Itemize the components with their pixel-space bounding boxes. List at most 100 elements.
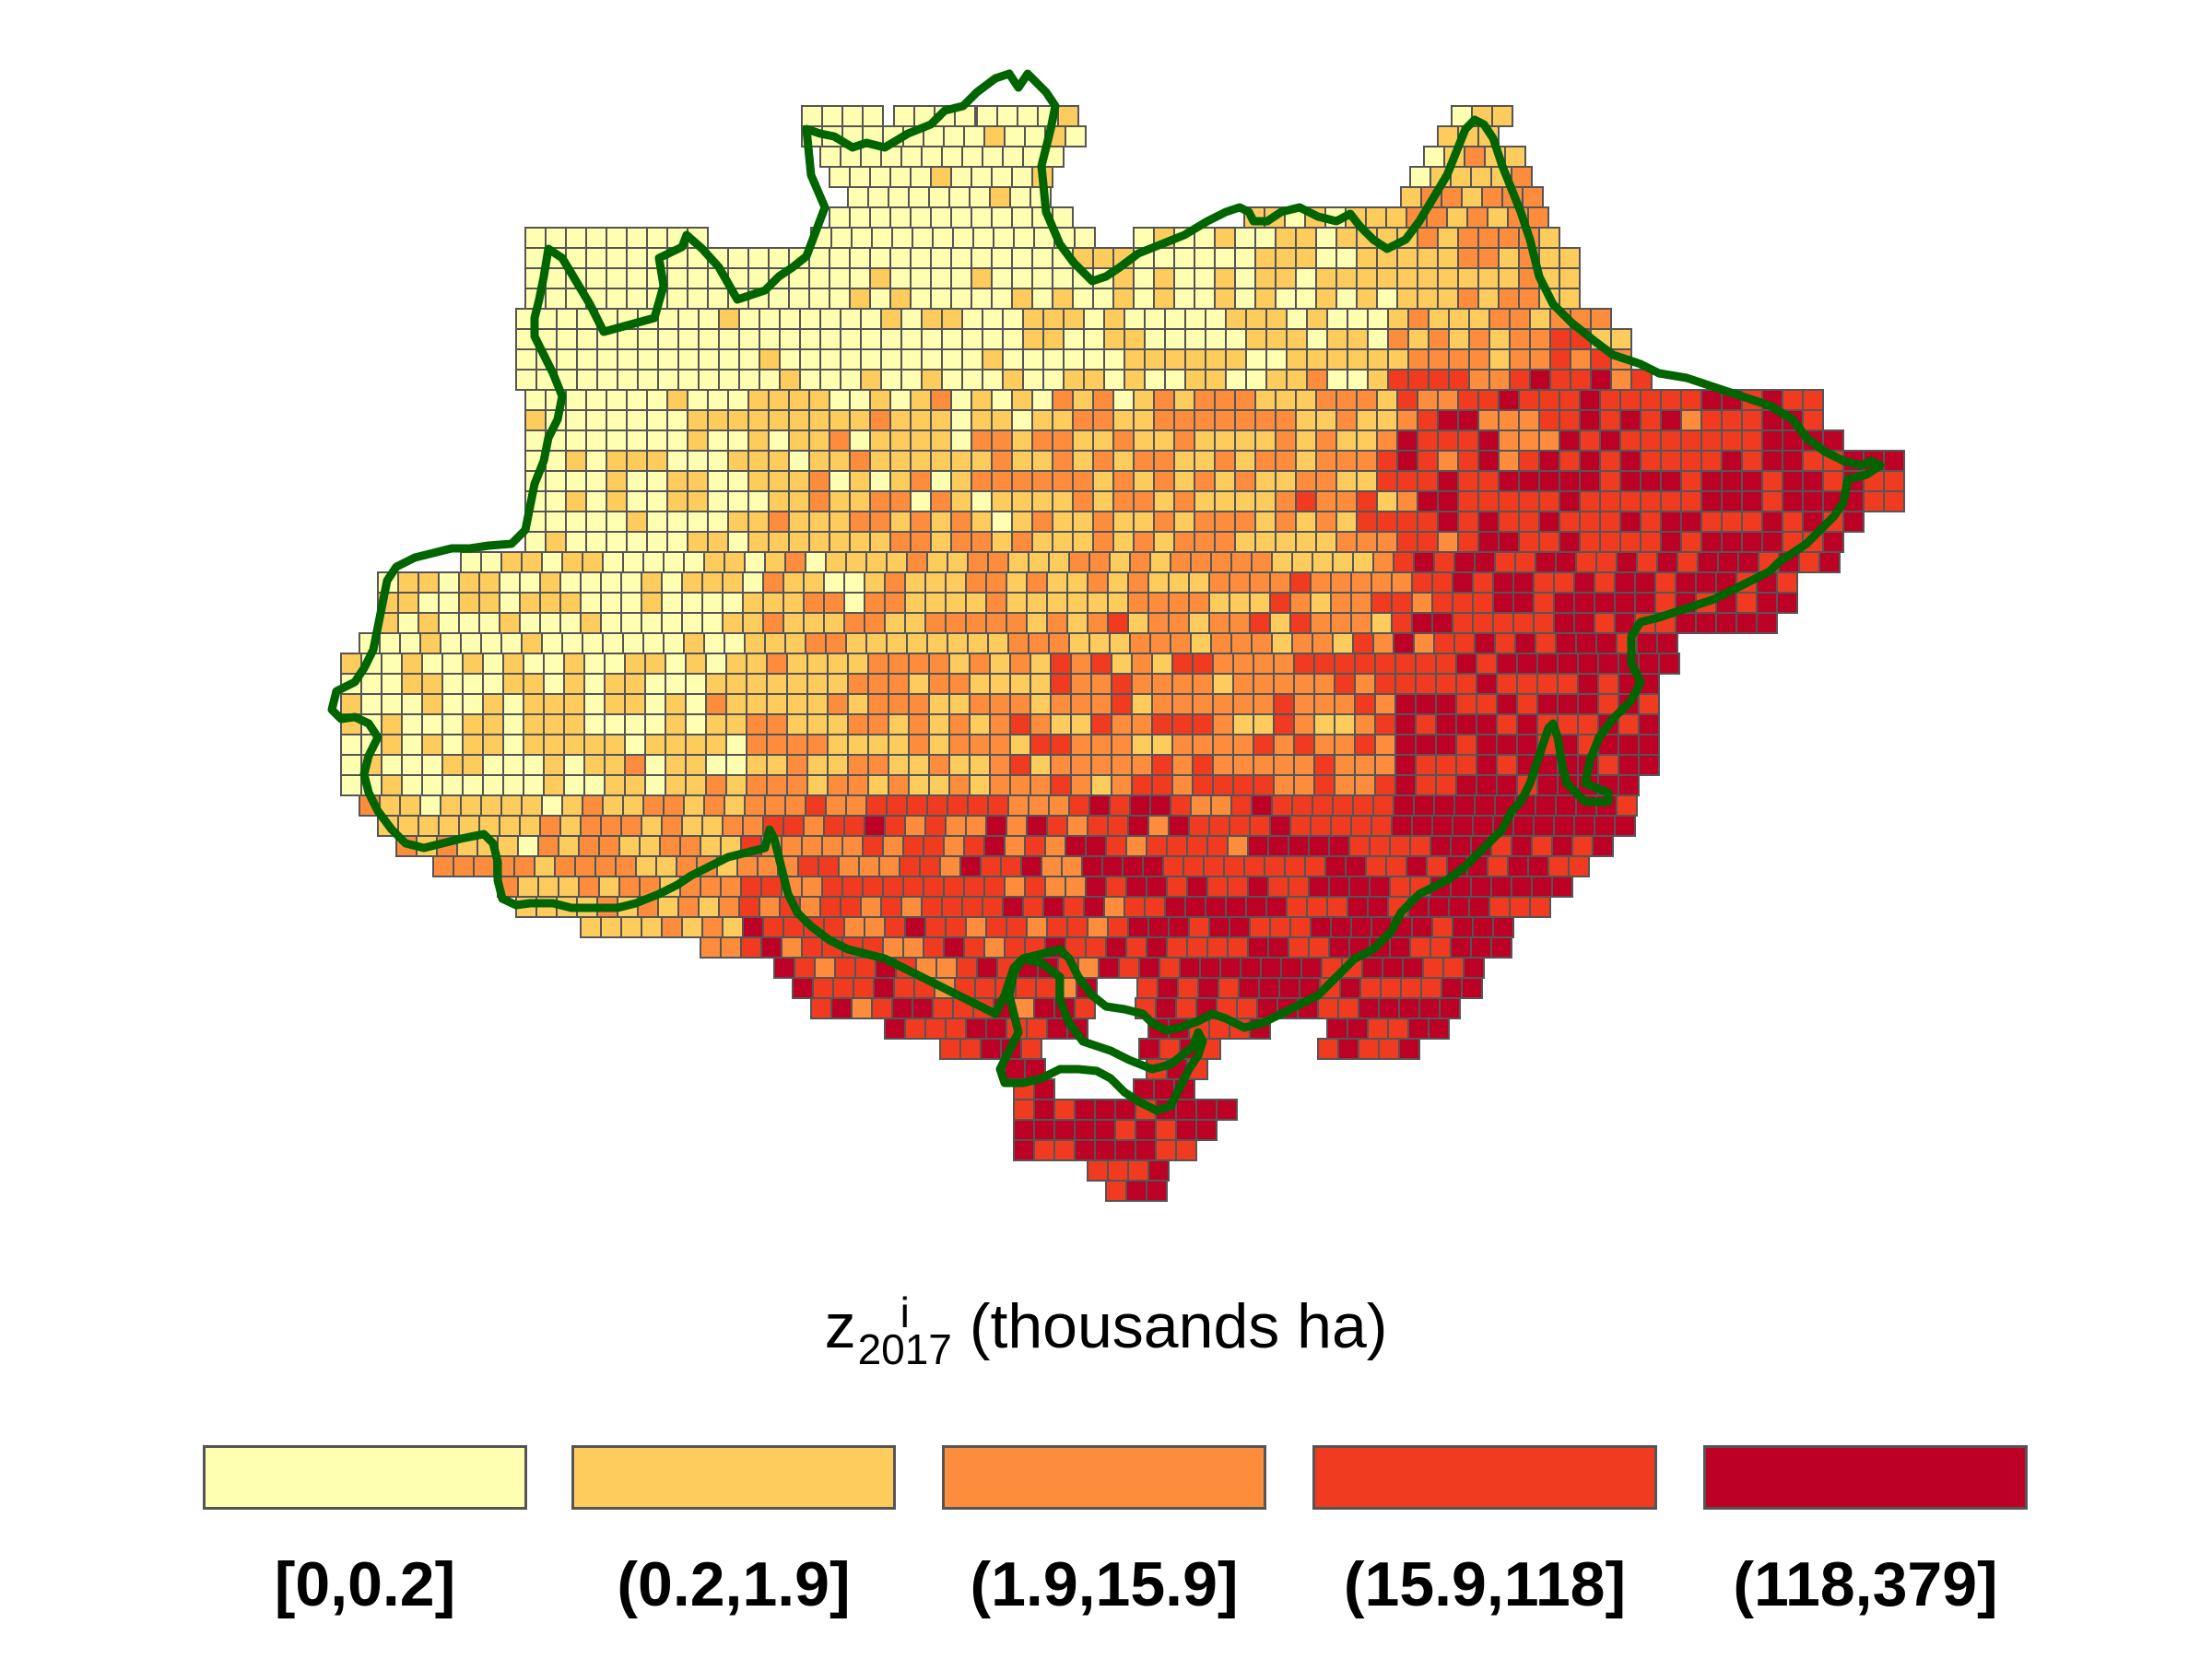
grid-cell [766, 653, 788, 675]
grid-cell [1249, 916, 1271, 938]
grid-cell [1147, 571, 1170, 594]
grid-cell [1531, 835, 1553, 857]
grid-cell [543, 693, 565, 715]
grid-cell [1125, 1180, 1147, 1202]
grid-cell [677, 308, 700, 330]
grid-cell [1087, 916, 1109, 938]
grid-cell [1273, 754, 1295, 776]
grid-cell [644, 653, 666, 675]
grid-cell [1334, 774, 1356, 796]
grid-cell [884, 1018, 906, 1040]
grid-cell [764, 551, 786, 573]
grid-cell [685, 713, 707, 735]
grid-cell [1131, 653, 1153, 675]
grid-cell [1195, 1119, 1218, 1141]
grid-cell [1334, 754, 1356, 776]
grid-cell [1114, 1119, 1136, 1141]
grid-cell [606, 227, 628, 249]
grid-cell [1595, 551, 1618, 573]
grid-cell [1011, 247, 1033, 269]
grid-cell [1487, 855, 1509, 877]
grid-cell [1802, 450, 1824, 472]
grid-cell [1112, 511, 1135, 533]
grid-cell [453, 855, 475, 877]
grid-cell [1380, 977, 1402, 999]
grid-cell [1092, 490, 1114, 512]
grid-cell [698, 328, 720, 350]
grid-cell [1146, 876, 1168, 898]
grid-cell [1590, 308, 1612, 330]
grid-cell [724, 794, 746, 817]
grid-cell [502, 673, 524, 695]
grid-cell [1741, 429, 1763, 452]
grid-cell [1002, 348, 1024, 371]
grid-cell [683, 794, 705, 817]
grid-cell [1415, 734, 1437, 756]
grid-cell [950, 490, 972, 512]
grid-cell [1271, 551, 1293, 573]
grid-cell [583, 693, 606, 715]
grid-cell [524, 389, 547, 411]
grid-cell [701, 571, 724, 594]
grid-cell [1063, 369, 1085, 391]
grid-cell [1267, 835, 1289, 857]
grid-cell [867, 186, 889, 208]
grid-cell [1127, 1159, 1149, 1182]
grid-cell [1356, 288, 1378, 310]
grid-cell [1595, 632, 1618, 654]
grid-cell [1474, 551, 1496, 573]
grid-cell [1394, 754, 1417, 776]
grid-cell [1240, 957, 1262, 979]
grid-cell [499, 571, 521, 594]
grid-cell [1234, 511, 1256, 533]
grid-cell [1437, 247, 1459, 269]
grid-cell [1417, 450, 1439, 472]
grid-cell [1028, 794, 1050, 817]
grid-cell [1529, 896, 1551, 918]
grid-cell [1417, 409, 1439, 431]
grid-cell [878, 855, 900, 877]
grid-cell [926, 794, 948, 817]
grid-cell [941, 896, 963, 918]
grid-cell [1636, 632, 1658, 654]
grid-cell [1125, 936, 1147, 959]
grid-cell [1476, 774, 1498, 796]
grid-cell [766, 774, 788, 796]
grid-cell [1511, 876, 1533, 898]
grid-cell [1173, 511, 1195, 533]
grid-cell [1052, 511, 1074, 533]
grid-cell [1118, 957, 1140, 979]
grid-cell [665, 734, 687, 756]
grid-cell [1006, 612, 1028, 634]
grid-cell [738, 896, 760, 918]
grid-cell [1656, 551, 1678, 573]
grid-cell [1197, 977, 1219, 999]
grid-cell [849, 450, 871, 472]
grid-cell [1551, 835, 1573, 857]
grid-cell [1328, 936, 1350, 959]
grid-cell [663, 632, 685, 654]
grid-cell [707, 288, 729, 310]
grid-cell [956, 957, 978, 979]
grid-cell [1028, 632, 1050, 654]
grid-cell [1050, 653, 1072, 675]
grid-cell [1407, 1018, 1430, 1040]
grid-cell [626, 450, 648, 472]
grid-cell [642, 551, 665, 573]
grid-cell [1415, 693, 1437, 715]
grid-cell [1254, 531, 1277, 553]
grid-cell [1477, 288, 1500, 310]
grid-cell [604, 713, 626, 735]
grid-cell [829, 450, 851, 472]
grid-cell [1011, 429, 1033, 452]
grid-cell [1337, 1038, 1359, 1060]
grid-cell [1190, 794, 1212, 817]
grid-cell [840, 369, 862, 391]
grid-cell [1559, 511, 1581, 533]
grid-cell [843, 592, 865, 614]
grid-cell [1700, 409, 1723, 431]
grid-cell [1205, 896, 1227, 918]
grid-cell [1227, 835, 1249, 857]
grid-cell [1273, 774, 1295, 796]
grid-cell [1026, 815, 1048, 837]
